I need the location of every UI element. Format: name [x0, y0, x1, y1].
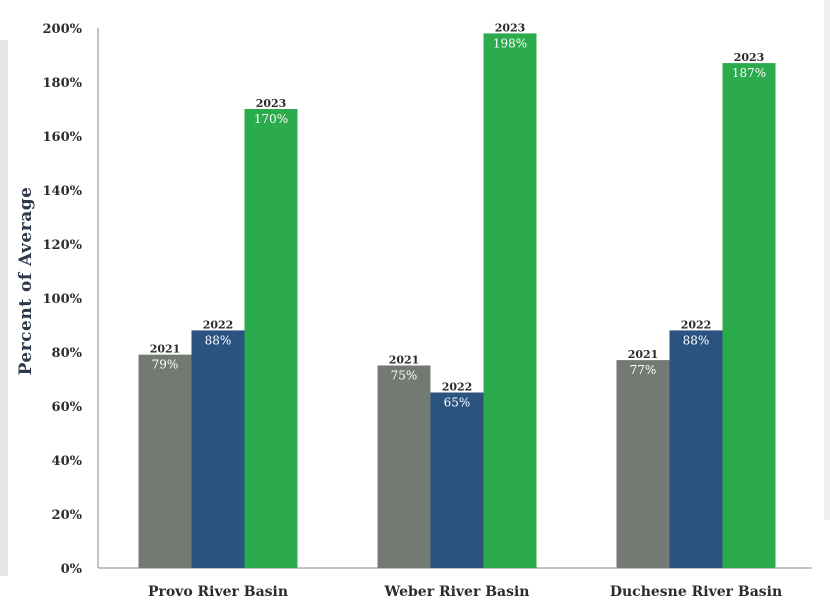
bar-2021 — [616, 360, 670, 568]
right-edge-strip — [824, 0, 830, 520]
bar-2021 — [138, 354, 192, 568]
y-tick-label: 120% — [43, 238, 83, 253]
bar-2022 — [191, 330, 245, 568]
x-category-label: Duchesne River Basin — [610, 584, 782, 600]
chart-bars — [138, 33, 776, 568]
bar-2023 — [483, 33, 537, 568]
y-tick-label: 140% — [43, 184, 83, 199]
bar-series-label: 2023 — [256, 97, 287, 110]
bar-value-label: 79% — [152, 358, 179, 372]
y-tick-label: 200% — [43, 22, 83, 37]
x-category-label: Provo River Basin — [148, 584, 288, 600]
bar-value-label: 88% — [205, 333, 232, 347]
bar-series-label: 2022 — [203, 318, 234, 331]
left-edge-strip — [0, 40, 8, 576]
bar-value-label: 187% — [732, 66, 766, 80]
bar-series-label: 2021 — [150, 343, 181, 356]
y-tick-label: 160% — [43, 130, 83, 145]
bar-2021 — [377, 365, 431, 568]
bar-2023 — [244, 109, 298, 568]
bar-value-label: 198% — [493, 36, 527, 50]
bar-value-label: 88% — [683, 333, 710, 347]
bar-series-label: 2021 — [389, 354, 420, 367]
bar-2022 — [430, 392, 484, 568]
y-tick-label: 180% — [43, 76, 83, 91]
bar-value-label: 77% — [630, 363, 657, 377]
bar-value-label: 170% — [254, 112, 288, 126]
bar-series-label: 2022 — [442, 381, 473, 394]
bar-series-label: 2023 — [734, 51, 765, 64]
bar-value-label: 65% — [444, 396, 471, 410]
bar-series-label: 2023 — [495, 21, 526, 34]
y-tick-label: 80% — [52, 346, 83, 361]
y-tick-label: 0% — [61, 562, 83, 577]
x-category-label: Weber River Basin — [384, 584, 530, 600]
y-axis-label: Percent of Average — [16, 187, 36, 376]
chart-data-labels: Provo River Basin 2021 79% 2022 88% 2023 170% W… — [148, 21, 782, 600]
bar-2023 — [722, 63, 776, 568]
bar-series-label: 2022 — [681, 318, 712, 331]
bar-2022 — [669, 330, 723, 568]
y-tick-label: 60% — [52, 400, 83, 415]
y-tick-label: 100% — [43, 292, 83, 307]
bar-series-label: 2021 — [628, 348, 659, 361]
y-tick-label: 40% — [52, 454, 83, 469]
y-tick-label: 20% — [52, 508, 83, 523]
bar-value-label: 75% — [391, 369, 418, 383]
